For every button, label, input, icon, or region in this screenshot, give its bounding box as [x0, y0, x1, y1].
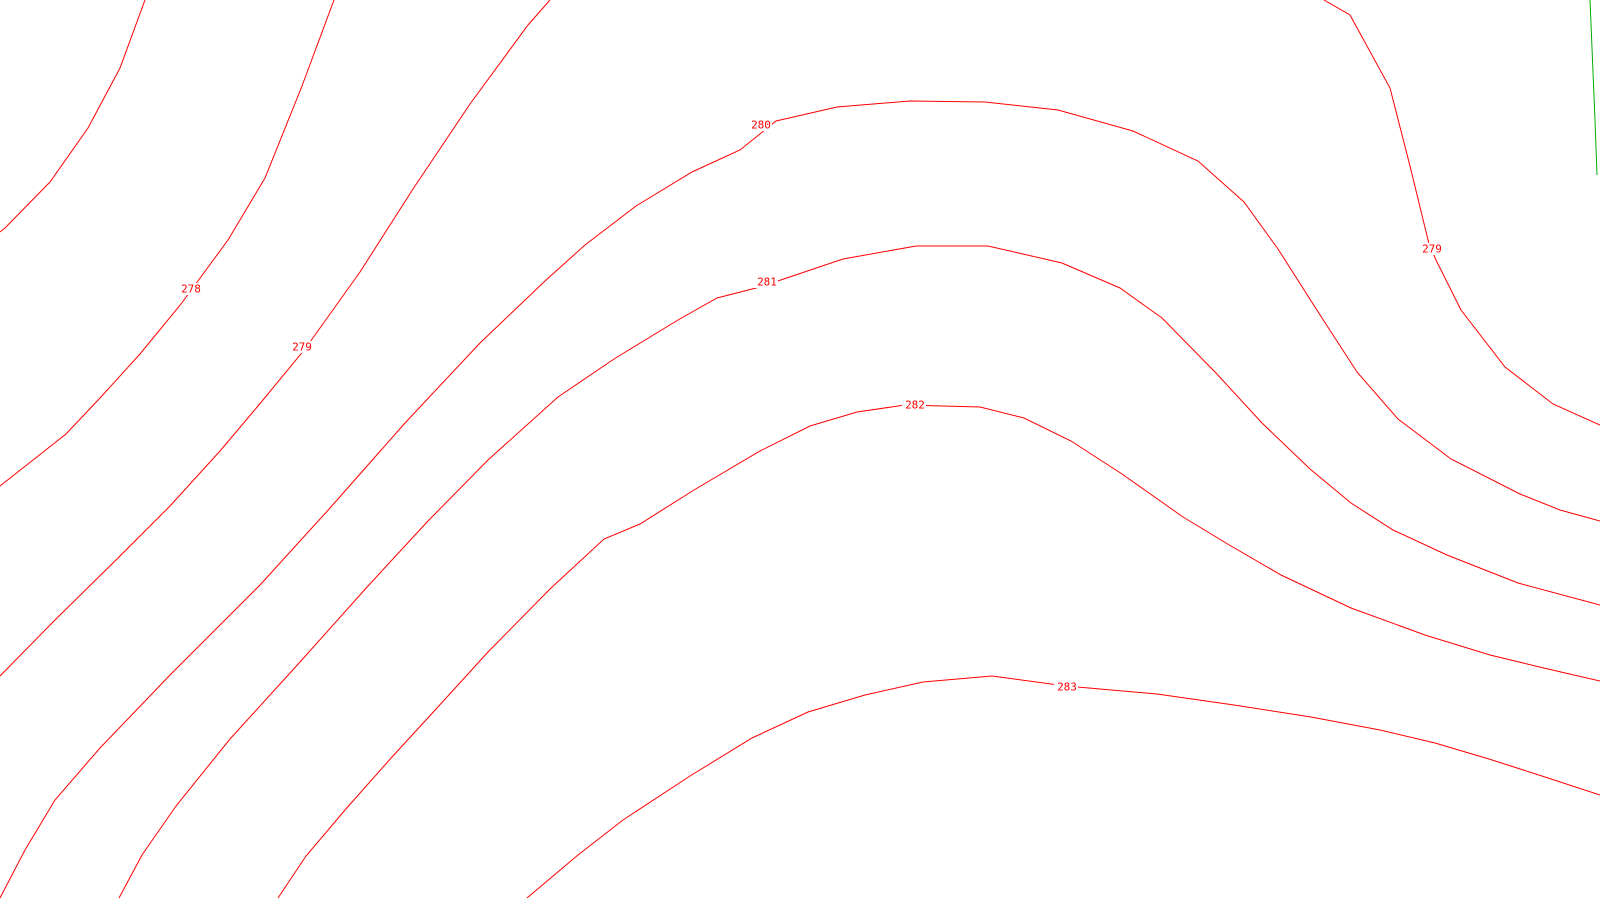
- contour-label: 282: [905, 399, 925, 412]
- contour-line: [118, 245, 1600, 899]
- contour-label: 281: [757, 276, 777, 289]
- contour-label: 279: [1422, 243, 1442, 256]
- contour-label-group: 283: [1054, 681, 1078, 694]
- contour-line: [1323, 0, 1600, 426]
- contour-label: 280: [751, 119, 771, 132]
- contour-label: 283: [1057, 681, 1077, 694]
- contour-label: 278: [181, 283, 201, 296]
- contour-label-group: 279: [1419, 243, 1443, 256]
- edge-line: [1589, 0, 1598, 176]
- contour-line: [0, 0, 335, 487]
- contour-line: [0, 100, 1600, 899]
- contour-label-group: 278: [178, 283, 202, 296]
- contour-label-group: 280: [748, 119, 772, 132]
- contour-label-group: 282: [902, 399, 926, 412]
- contour-line: [0, 0, 146, 233]
- contour-line: [0, 0, 551, 677]
- contour-line: [526, 675, 1600, 899]
- contour-line: [277, 404, 1600, 899]
- contour-label-group: 279: [289, 341, 313, 354]
- contour-label: 279: [292, 341, 312, 354]
- contour-label-group: 281: [754, 276, 778, 289]
